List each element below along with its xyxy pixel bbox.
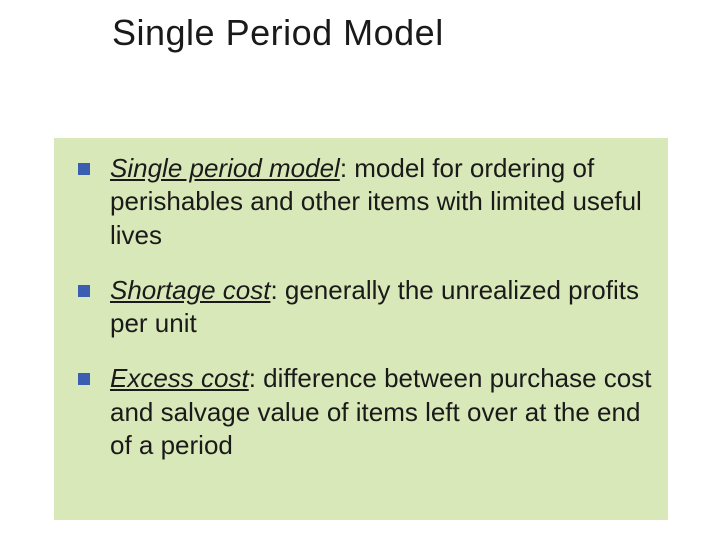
term: Shortage cost: [110, 275, 270, 305]
list-item: Shortage cost: generally the unrealized …: [68, 274, 654, 341]
term: Single period model: [110, 153, 340, 183]
bullet-icon: [78, 285, 90, 297]
bullet-text: Shortage cost: generally the unrealized …: [110, 274, 654, 341]
content-box: Single period model: model for ordering …: [54, 138, 668, 520]
list-item: Single period model: model for ordering …: [68, 152, 654, 252]
slide-title: Single Period Model: [112, 12, 444, 54]
slide: Single Period Model Single period model:…: [0, 0, 720, 540]
bullet-icon: [78, 163, 90, 175]
bullet-text: Excess cost: difference between purchase…: [110, 362, 654, 462]
list-item: Excess cost: difference between purchase…: [68, 362, 654, 462]
term: Excess cost: [110, 363, 249, 393]
bullet-icon: [78, 373, 90, 385]
bullet-text: Single period model: model for ordering …: [110, 152, 654, 252]
